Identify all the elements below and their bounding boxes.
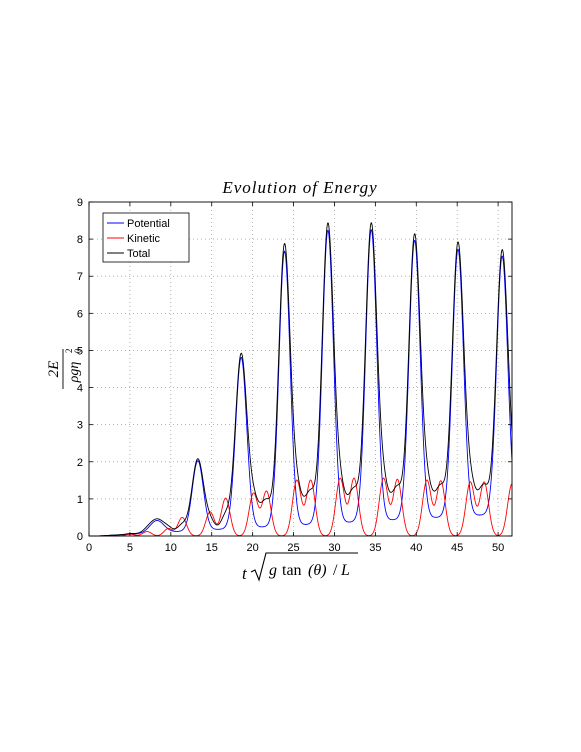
- grid: [89, 202, 512, 536]
- x-tick-label: 35: [369, 542, 381, 554]
- x-tick-label: 0: [86, 542, 92, 554]
- y-tick-label: 7: [77, 271, 83, 283]
- x-axis-label: t g tan (θ) / L: [242, 552, 358, 583]
- chart-title: Evolution of Energy: [221, 178, 377, 197]
- legend-box: [102, 212, 190, 263]
- series-potential: [89, 229, 513, 537]
- y-axis-label-numerator: 2E: [46, 361, 62, 378]
- x-axis-label-tan: tan: [282, 562, 302, 579]
- x-tick-label: 40: [410, 542, 422, 554]
- x-axis-label-g: g: [269, 562, 277, 579]
- x-tick-label: 45: [451, 542, 463, 554]
- legend-label-potential: Potential: [127, 218, 170, 230]
- x-tick-label: 5: [127, 542, 133, 554]
- series-total: [89, 222, 513, 537]
- y-tick-label: 3: [77, 420, 83, 432]
- x-axis-label-theta: (θ): [308, 562, 327, 579]
- y-tick-label: 8: [77, 234, 83, 246]
- x-tick-label: 20: [247, 542, 259, 554]
- x-tick-label: 10: [165, 542, 177, 554]
- x-axis-label-radical: [250, 552, 358, 582]
- x-axis-label-t: t: [242, 564, 248, 583]
- y-tick-label: 0: [77, 531, 83, 543]
- x-tick-label: 25: [287, 542, 299, 554]
- y-tick-label: 9: [77, 197, 83, 209]
- y-axis-label-superscript: 2: [64, 349, 74, 354]
- x-tick-label: 50: [492, 542, 504, 554]
- y-tick-label: 2: [77, 457, 83, 469]
- y-tick-label: 5: [77, 345, 83, 357]
- x-tick-label: 15: [206, 542, 218, 554]
- series-lines: [89, 222, 513, 537]
- x-tick-label: 30: [328, 542, 340, 554]
- x-axis-label-slash: /: [333, 562, 338, 579]
- legend: Potential Kinetic Total: [102, 212, 190, 263]
- y-tick-label: 1: [77, 494, 83, 506]
- legend-label-kinetic: Kinetic: [127, 233, 161, 245]
- legend-label-total: Total: [127, 248, 150, 260]
- y-tick-label: 4: [77, 383, 83, 395]
- plot-frame: [88, 201, 513, 537]
- series-kinetic: [89, 477, 513, 537]
- y-axis-label-subscript: 0: [73, 348, 83, 353]
- axes: [88, 201, 513, 537]
- y-axis-label: 2E ρgη 0 2: [46, 348, 83, 389]
- x-axis-label-L: L: [340, 562, 350, 579]
- y-tick-label: 6: [77, 308, 83, 320]
- y-axis-label-denominator: ρgη: [67, 362, 82, 384]
